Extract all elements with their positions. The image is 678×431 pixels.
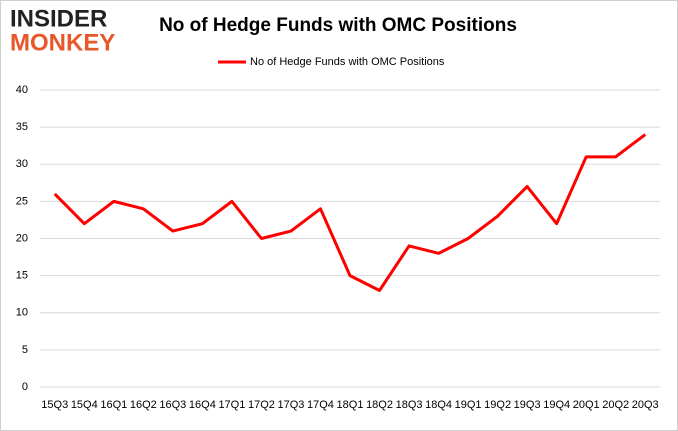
x-tick-label: 16Q2 (130, 399, 157, 411)
y-tick-label: 35 (16, 121, 28, 133)
x-tick-label: 20Q1 (573, 399, 600, 411)
x-tick-label: 19Q4 (543, 399, 570, 411)
y-tick-label: 25 (16, 195, 28, 207)
logo-line1: INSIDER (10, 5, 107, 32)
x-tick-label: 17Q2 (248, 399, 275, 411)
x-tick-label: 15Q3 (41, 399, 68, 411)
y-tick-label: 20 (16, 232, 28, 244)
x-tick-label: 17Q1 (218, 399, 245, 411)
x-tick-label: 16Q1 (100, 399, 127, 411)
chart-title: No of Hedge Funds with OMC Positions (159, 15, 517, 36)
y-tick-label: 0 (22, 381, 28, 393)
logo-line2: MONKEY (10, 29, 115, 56)
x-tick-label: 20Q2 (602, 399, 629, 411)
x-tick-label: 17Q4 (307, 399, 334, 411)
x-tick-label: 18Q3 (396, 399, 423, 411)
legend-label: No of Hedge Funds with OMC Positions (250, 56, 445, 68)
x-tick-label: 15Q4 (71, 399, 98, 411)
x-tick-label: 20Q3 (632, 399, 659, 411)
x-tick-label: 16Q4 (189, 399, 216, 411)
y-tick-label: 15 (16, 270, 28, 282)
x-tick-label: 19Q3 (514, 399, 541, 411)
y-tick-label: 40 (16, 84, 28, 96)
x-tick-label: 19Q1 (455, 399, 482, 411)
y-tick-label: 30 (16, 158, 28, 170)
y-tick-label: 10 (16, 307, 28, 319)
x-tick-label: 16Q3 (159, 399, 186, 411)
data-line (53, 133, 647, 292)
y-tick-label: 5 (22, 344, 28, 356)
x-tick-label: 18Q2 (366, 399, 393, 411)
x-tick-label: 18Q1 (337, 399, 364, 411)
x-tick-label: 18Q4 (425, 399, 452, 411)
x-tick-label: 19Q2 (484, 399, 511, 411)
x-tick-label: 17Q3 (277, 399, 304, 411)
